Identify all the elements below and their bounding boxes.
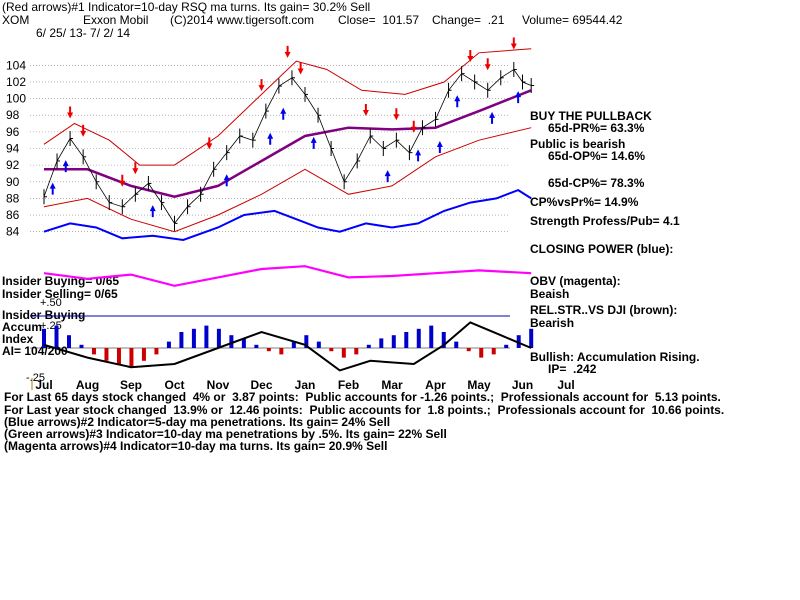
volume-value: Volume= 69544.42 xyxy=(522,13,623,27)
blue-buy-arrow xyxy=(436,141,443,154)
y-tick-label: 94 xyxy=(6,142,20,156)
month-label: Jul xyxy=(557,378,574,392)
month-label: Sep xyxy=(120,378,142,392)
insider-buying-label: Insider Buying xyxy=(2,308,86,322)
blue-buy-arrow xyxy=(454,95,461,108)
y-tick-label: 92 xyxy=(6,158,20,172)
blue-buy-arrow xyxy=(267,132,274,145)
red-sell-arrow xyxy=(297,62,304,75)
blue-buy-arrow xyxy=(280,107,287,120)
y-tick-label: 88 xyxy=(6,191,20,205)
blue-buy-arrow xyxy=(489,111,496,124)
red-sell-arrow xyxy=(362,104,369,117)
red-sell-arrow xyxy=(80,124,87,137)
obv-line xyxy=(43,265,532,287)
op-pct: 65d-OP%= 14.6% xyxy=(548,149,646,163)
red-sell-arrow xyxy=(284,45,291,58)
y-tick-label: 98 xyxy=(6,108,20,122)
y-tick-label: 86 xyxy=(6,208,20,222)
buy-pullback-label: BUY THE PULLBACK xyxy=(530,109,652,123)
y-tick-label: 100 xyxy=(6,92,26,106)
cp-vs-pr: CP%vsPr%= 14.9% xyxy=(530,195,639,209)
y-tick-label: 96 xyxy=(6,125,20,139)
month-label: Dec xyxy=(250,378,272,392)
red-sell-arrow xyxy=(484,58,491,71)
footer-year: For Last year stock changed 13.9% or 12.… xyxy=(4,403,725,417)
month-label: Jun xyxy=(512,378,533,392)
rel-strength-state: Bearish xyxy=(530,316,575,330)
company-name: Exxon Mobil xyxy=(83,13,149,27)
price-line xyxy=(43,68,532,225)
insider-selling: Insider Selling= 0/65 xyxy=(2,287,118,301)
blue-buy-arrow xyxy=(310,136,317,149)
month-label: Nov xyxy=(207,378,230,392)
close-value: Close= 101.57 xyxy=(338,13,420,27)
month-label: May xyxy=(467,378,491,392)
index-label: Index xyxy=(2,332,34,346)
month-label: Mar xyxy=(381,378,403,392)
blue-buy-arrow xyxy=(515,91,522,104)
pr-pct: 65d-PR%= 63.3% xyxy=(548,121,645,135)
obv-state: Beaish xyxy=(530,287,570,301)
red-sell-arrow xyxy=(393,108,400,121)
y-tick-label: 102 xyxy=(6,75,26,89)
month-label: Feb xyxy=(338,378,359,392)
bullish-label: Bullish: Accumulation Rising. xyxy=(530,350,700,364)
y-tick-label: 104 xyxy=(6,58,26,72)
date-range: 6/ 25/ 13- 7/ 2/ 14 xyxy=(36,26,131,40)
upper-band-line xyxy=(43,48,532,166)
red-sell-arrow xyxy=(467,49,474,62)
accum-label: Accum xyxy=(2,320,43,334)
rel-strength-line xyxy=(43,321,532,372)
public-bearish: Public is bearish xyxy=(530,137,626,151)
month-label: Oct xyxy=(164,378,184,392)
symbol: XOM xyxy=(2,13,30,27)
ip-value: IP= .242 xyxy=(548,362,597,376)
red-sell-arrow xyxy=(410,120,417,133)
y-tick-label: 90 xyxy=(6,175,20,189)
closing-power-line xyxy=(43,188,532,242)
footer-65days: For Last 65 days stock changed 4% or 3.8… xyxy=(4,390,721,404)
footer-magenta-arrows: (Magenta arrows)#4 Indicator=10-day ma t… xyxy=(4,439,388,453)
change-value: Change= .21 xyxy=(432,13,505,27)
blue-buy-arrow xyxy=(223,174,230,187)
blue-buy-arrow xyxy=(149,205,156,218)
blue-buy-arrow xyxy=(49,182,56,195)
y-tick-label: 84 xyxy=(6,225,20,239)
footer-blue-arrows: (Blue arrows)#2 Indicator=5-day ma penet… xyxy=(4,415,391,429)
blue-buy-arrow xyxy=(415,149,422,162)
red-sell-arrow xyxy=(258,79,265,92)
cp-pct: 65d-CP%= 78.3% xyxy=(548,176,645,190)
lower-band-line xyxy=(43,127,532,233)
red-sell-arrow xyxy=(132,162,139,175)
accum-level-plus50: +.50 xyxy=(40,297,62,309)
rel-strength-label: REL.STR..VS DJI (brown): xyxy=(530,303,678,317)
blue-buy-arrow xyxy=(62,160,69,173)
blue-buy-arrow xyxy=(384,170,391,183)
red-sell-arrow xyxy=(206,137,213,150)
header-indicator-1: (Red arrows)#1 Indicator=10-day RSQ ma t… xyxy=(2,0,371,14)
red-sell-arrow xyxy=(119,174,126,187)
red-sell-arrow xyxy=(510,37,517,50)
month-label: Jul xyxy=(35,378,52,392)
month-label: Aug xyxy=(76,378,99,392)
obv-label: OBV (magenta): xyxy=(530,274,621,288)
accum-level-minus25: -.25 xyxy=(26,372,45,384)
strength-ratio: Strength Profess/Pub= 4.1 xyxy=(530,214,680,228)
month-label: Apr xyxy=(425,378,446,392)
month-label: Jan xyxy=(295,378,316,392)
footer-green-arrows: (Green arrows)#3 Indicator=10-day ma pen… xyxy=(4,427,447,441)
copyright: (C)2014 www.tigersoft.com xyxy=(170,13,315,27)
red-sell-arrow xyxy=(67,106,74,119)
closing-power-label: CLOSING POWER (blue): xyxy=(530,242,674,256)
